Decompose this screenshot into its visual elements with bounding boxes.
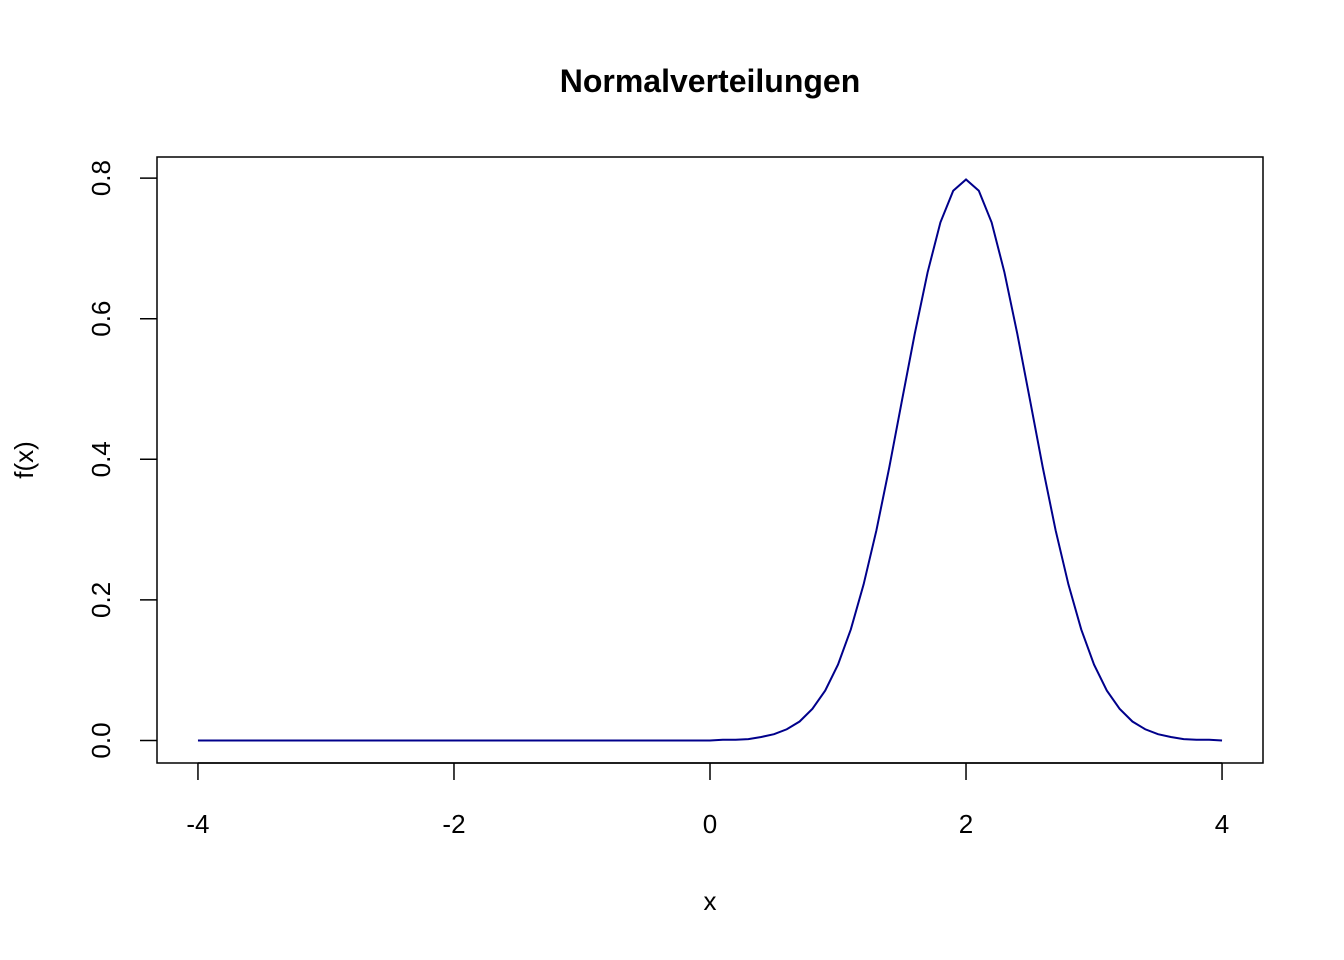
- x-tick-label: -4: [186, 809, 209, 839]
- density-line: [197, 178, 1223, 742]
- y-tick-label: 0.6: [86, 301, 116, 337]
- x-tick-label: 2: [959, 809, 973, 839]
- y-tick-label: 0.0: [86, 722, 116, 758]
- x-tick-label: 4: [1215, 809, 1229, 839]
- chart-title: Normalverteilungen: [560, 63, 861, 99]
- y-axis-label: f(x): [9, 441, 39, 479]
- y-tick-label: 0.4: [86, 441, 116, 477]
- x-axis-label: x: [704, 886, 717, 916]
- y-tick-label: 0.8: [86, 160, 116, 196]
- x-tick-label: 0: [703, 809, 717, 839]
- y-tick-label: 0.2: [86, 582, 116, 618]
- x-tick-label: -2: [442, 809, 465, 839]
